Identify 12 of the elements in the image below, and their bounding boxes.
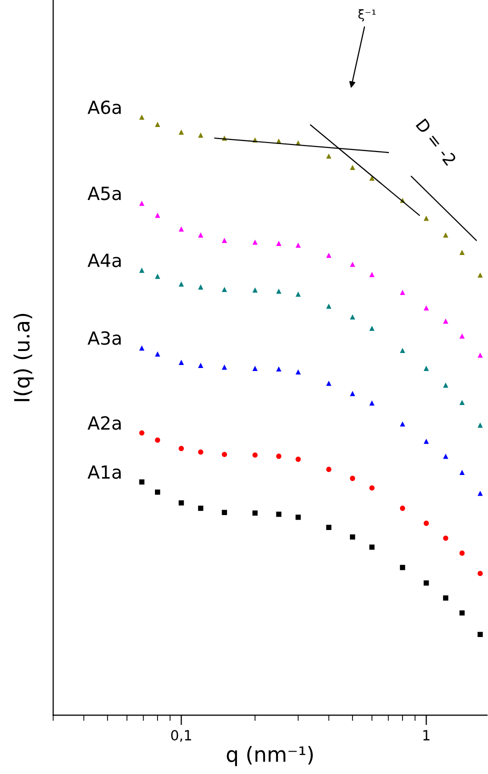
x-tick-label: 0,1	[171, 730, 192, 742]
series-label: A2a	[88, 416, 121, 430]
series-label: A3a	[88, 331, 121, 345]
series-label: A1a	[88, 465, 121, 479]
series-label: A4a	[88, 254, 121, 268]
x-axis-title: q (nm⁻¹)	[226, 746, 313, 766]
x-tick-label: 1	[423, 730, 430, 740]
series-label: A5a	[88, 186, 121, 200]
y-axis-title: I(q) (u.a)	[14, 314, 34, 402]
text: ξ⁻¹	[358, 9, 376, 22]
series-label: A6a	[88, 100, 121, 114]
annotation: D = -2	[416, 118, 457, 166]
